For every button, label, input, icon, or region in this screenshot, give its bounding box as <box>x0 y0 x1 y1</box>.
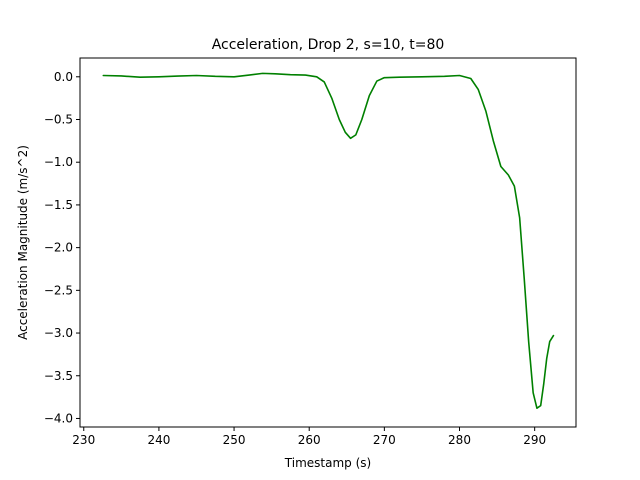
y-tick-label: −3.0 <box>44 326 73 340</box>
x-axis-label: Timestamp (s) <box>284 456 371 470</box>
y-tick-label: −2.5 <box>44 283 73 297</box>
x-tick-label: 240 <box>147 433 170 447</box>
y-tick-label: −0.5 <box>44 113 73 127</box>
x-tick-label: 250 <box>223 433 246 447</box>
axes-frame <box>79 57 577 428</box>
chart-title: Acceleration, Drop 2, s=10, t=80 <box>212 37 445 53</box>
y-tick-label: −4.0 <box>44 411 73 425</box>
x-tick-label: 270 <box>373 433 396 447</box>
y-tick-label: −1.5 <box>44 198 73 212</box>
y-tick-label: 0.0 <box>54 70 73 84</box>
y-axis-ticks: 0.0 −0.5 −1.0 −1.5 −2.0 −2.5 −3.0 −3.5 −4.0 <box>44 70 80 425</box>
x-tick-label: 230 <box>72 433 95 447</box>
y-tick-label: −1.0 <box>44 155 73 169</box>
x-axis-ticks: 230 240 250 260 270 280 290 <box>72 427 546 447</box>
x-tick-label: 260 <box>298 433 321 447</box>
y-axis-label: Acceleration Magnitude (m/s^2) <box>16 145 30 340</box>
x-tick-label: 280 <box>448 433 471 447</box>
x-tick-label: 290 <box>523 433 546 447</box>
series-line <box>102 72 555 410</box>
plot-area <box>102 72 555 410</box>
y-tick-label: −3.5 <box>44 369 73 383</box>
y-tick-label: −2.0 <box>44 241 73 255</box>
